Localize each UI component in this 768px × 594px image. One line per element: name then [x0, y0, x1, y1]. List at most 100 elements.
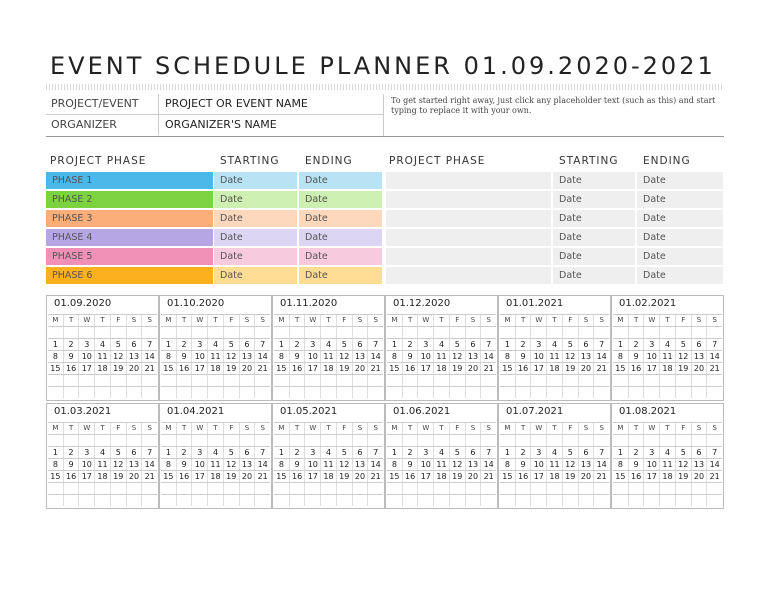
day-cell[interactable]: [224, 327, 240, 338]
day-cell[interactable]: [64, 387, 80, 398]
day-cell[interactable]: 16: [177, 363, 193, 374]
day-cell[interactable]: [466, 495, 482, 506]
day-cell[interactable]: [629, 483, 645, 494]
day-cell[interactable]: 12: [563, 459, 579, 470]
instruction-note[interactable]: To get started right away, just click an…: [383, 94, 716, 136]
day-cell[interactable]: [79, 375, 96, 386]
phase-name-field[interactable]: [386, 172, 551, 189]
day-cell[interactable]: [64, 483, 80, 494]
day-cell[interactable]: 17: [531, 363, 548, 374]
day-cell[interactable]: 11: [434, 351, 450, 362]
day-cell[interactable]: 15: [387, 363, 403, 374]
day-cell[interactable]: 8: [161, 459, 177, 470]
day-cell[interactable]: [192, 483, 209, 494]
day-cell[interactable]: 19: [224, 363, 240, 374]
day-cell[interactable]: 12: [337, 459, 353, 470]
day-cell[interactable]: 12: [450, 459, 466, 470]
day-cell[interactable]: 9: [516, 351, 532, 362]
phase-start-field[interactable]: Date: [214, 210, 297, 227]
day-cell[interactable]: [224, 375, 240, 386]
day-cell[interactable]: 18: [434, 471, 450, 482]
day-cell[interactable]: [161, 327, 177, 338]
day-cell[interactable]: [321, 375, 337, 386]
day-cell[interactable]: [290, 495, 306, 506]
phase-end-field[interactable]: Date: [299, 191, 382, 208]
day-cell[interactable]: [418, 387, 435, 398]
day-cell[interactable]: 17: [192, 363, 209, 374]
day-cell[interactable]: [240, 495, 256, 506]
day-cell[interactable]: [692, 495, 708, 506]
phase-end-field[interactable]: Date: [299, 267, 382, 284]
day-cell[interactable]: [48, 483, 64, 494]
day-cell[interactable]: [387, 375, 403, 386]
day-cell[interactable]: [387, 435, 403, 446]
day-cell[interactable]: [161, 495, 177, 506]
day-cell[interactable]: 8: [161, 351, 177, 362]
day-cell[interactable]: 3: [305, 339, 322, 350]
day-cell[interactable]: [660, 327, 676, 338]
day-cell[interactable]: [594, 483, 609, 494]
day-cell[interactable]: 3: [305, 447, 322, 458]
day-cell[interactable]: [95, 375, 111, 386]
day-cell[interactable]: 16: [177, 471, 193, 482]
day-cell[interactable]: [516, 387, 532, 398]
day-cell[interactable]: 15: [500, 471, 516, 482]
day-cell[interactable]: [403, 483, 419, 494]
day-cell[interactable]: [579, 327, 595, 338]
phase-start-field[interactable]: Date: [553, 229, 635, 246]
day-cell[interactable]: [629, 495, 645, 506]
day-cell[interactable]: 11: [660, 351, 676, 362]
day-cell[interactable]: [321, 495, 337, 506]
day-cell[interactable]: 1: [161, 447, 177, 458]
day-cell[interactable]: 10: [531, 351, 548, 362]
day-cell[interactable]: 16: [403, 471, 419, 482]
day-cell[interactable]: 8: [500, 459, 516, 470]
day-cell[interactable]: 1: [613, 447, 629, 458]
day-cell[interactable]: [594, 387, 609, 398]
phase-name-field[interactable]: PHASE 3: [46, 210, 213, 227]
day-cell[interactable]: 8: [48, 459, 64, 470]
day-cell[interactable]: 21: [596, 364, 607, 373]
day-cell[interactable]: [692, 435, 708, 446]
organizer-name-field[interactable]: ORGANIZER'S NAME: [158, 115, 385, 135]
day-cell[interactable]: 10: [192, 351, 209, 362]
day-cell[interactable]: [531, 435, 548, 446]
day-cell[interactable]: 14: [483, 352, 494, 361]
day-cell[interactable]: [208, 327, 224, 338]
day-cell[interactable]: [240, 435, 256, 446]
day-cell[interactable]: 13: [127, 351, 143, 362]
day-cell[interactable]: 2: [516, 447, 532, 458]
day-cell[interactable]: [161, 483, 177, 494]
day-cell[interactable]: 11: [434, 459, 450, 470]
day-cell[interactable]: 16: [64, 363, 80, 374]
day-cell[interactable]: [64, 375, 80, 386]
day-cell[interactable]: [403, 375, 419, 386]
day-cell[interactable]: 2: [177, 339, 193, 350]
phase-end-field[interactable]: Date: [299, 229, 382, 246]
day-cell[interactable]: [208, 495, 224, 506]
day-cell[interactable]: 16: [516, 471, 532, 482]
day-cell[interactable]: [579, 495, 595, 506]
day-cell[interactable]: [368, 435, 383, 446]
day-cell[interactable]: 15: [48, 363, 64, 374]
day-cell[interactable]: 20: [240, 363, 256, 374]
day-cell[interactable]: [353, 435, 369, 446]
day-cell[interactable]: 18: [95, 363, 111, 374]
day-cell[interactable]: [208, 435, 224, 446]
day-cell[interactable]: [255, 375, 270, 386]
day-cell[interactable]: [613, 375, 629, 386]
day-cell[interactable]: 8: [613, 459, 629, 470]
day-cell[interactable]: [142, 327, 157, 338]
day-cell[interactable]: [274, 387, 290, 398]
day-cell[interactable]: 6: [579, 339, 595, 350]
day-cell[interactable]: [368, 327, 383, 338]
day-cell[interactable]: [337, 483, 353, 494]
day-cell[interactable]: [516, 435, 532, 446]
day-cell[interactable]: [142, 375, 157, 386]
day-cell[interactable]: [305, 327, 322, 338]
day-cell[interactable]: 13: [240, 459, 256, 470]
day-cell[interactable]: [274, 483, 290, 494]
day-cell[interactable]: 14: [370, 352, 381, 361]
day-cell[interactable]: 3: [192, 447, 209, 458]
day-cell[interactable]: 8: [387, 459, 403, 470]
